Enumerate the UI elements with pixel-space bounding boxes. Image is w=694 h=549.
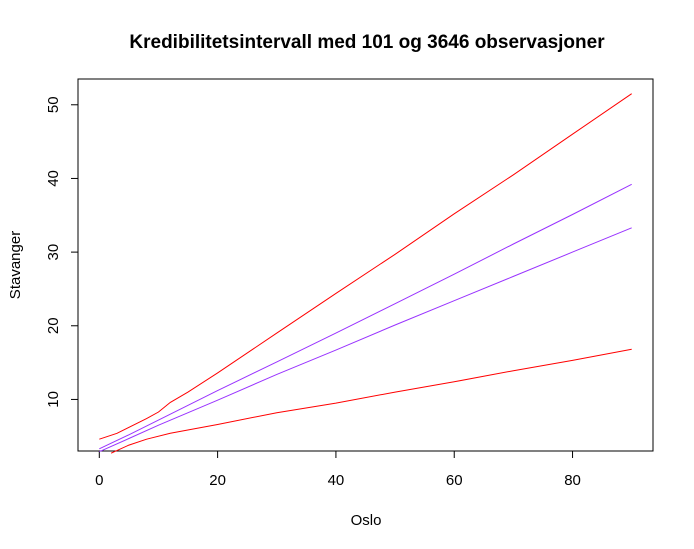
plot-frame [77, 78, 654, 452]
series-line-2 [99, 183, 632, 450]
series-line-1 [99, 93, 632, 440]
series-layer [99, 93, 632, 454]
y-axis: 10 20 30 40 50 [45, 96, 79, 408]
y-axis-label: Stavanger [7, 231, 24, 299]
y-tick-label: 40 [45, 170, 62, 187]
y-tick-label: 10 [45, 391, 62, 408]
y-tick-label: 50 [45, 96, 62, 113]
x-axis-label: Oslo [351, 512, 382, 529]
x-tick-label: 40 [328, 472, 345, 489]
chart-title: Kredibilitetsintervall med 101 og 3646 o… [129, 32, 605, 53]
y-tick-label: 30 [45, 244, 62, 261]
y-tick-label: 20 [45, 317, 62, 334]
x-tick-label: 60 [446, 472, 463, 489]
x-tick-label: 20 [209, 472, 226, 489]
x-axis: 0 20 40 60 80 [95, 450, 581, 489]
series-line-4 [110, 348, 632, 454]
series-line-3 [99, 227, 632, 453]
x-tick-label: 80 [564, 472, 581, 489]
x-tick-label: 0 [95, 472, 103, 489]
